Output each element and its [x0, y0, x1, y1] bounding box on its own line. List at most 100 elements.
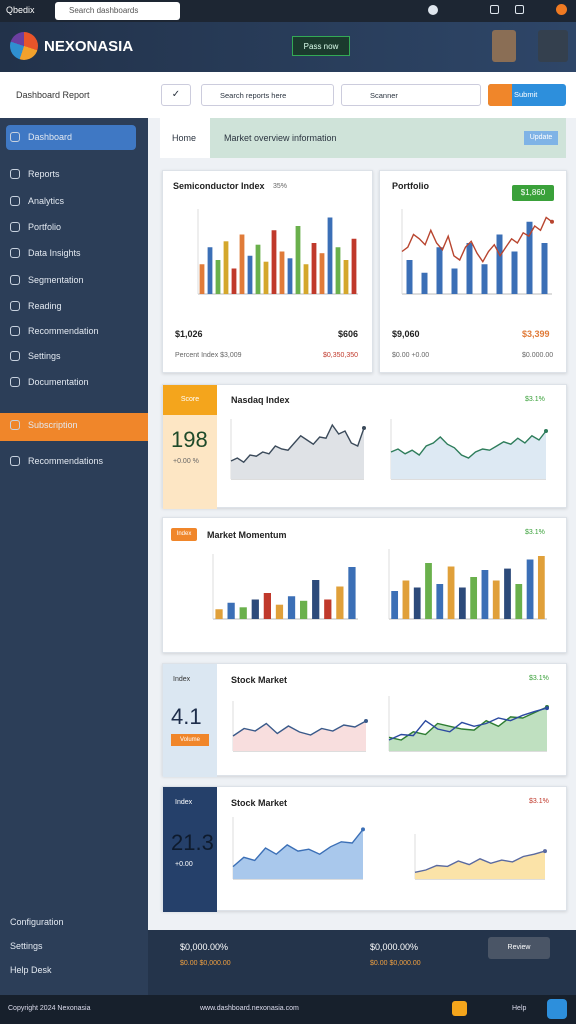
bar [319, 253, 325, 294]
menu-item[interactable]: Segmentation [10, 275, 84, 285]
footer-button[interactable]: Review [488, 937, 550, 959]
bar [263, 593, 271, 619]
highlight-item-bg [0, 413, 148, 441]
menu-item[interactable]: Reports [10, 169, 60, 179]
bar [436, 247, 443, 294]
bar [436, 584, 444, 619]
chart [212, 554, 358, 620]
chart [390, 419, 548, 480]
line [230, 423, 365, 464]
end-point [361, 827, 365, 832]
card: Index 21.3 +0.00 Stock Market $3.1% [162, 786, 567, 912]
card: Index 4.1 Volume Stock Market $3.1% [162, 663, 567, 777]
menu-label: Settings [28, 351, 61, 361]
menu-item[interactable]: Configuration [10, 917, 64, 927]
avatar [538, 30, 568, 62]
big-number: 21.3 [171, 830, 214, 855]
line [401, 216, 553, 264]
header-button[interactable]: Pass now [292, 36, 350, 56]
card: Portfolio $1,860 $9,060 $3,399 $0.00 +0.… [379, 170, 567, 373]
side-panel [163, 787, 217, 912]
chart [388, 696, 549, 752]
menu-item[interactable]: Reading [10, 301, 62, 311]
footer-stat: $0,000.00% [180, 942, 229, 952]
menu-icon [10, 275, 20, 285]
bar [271, 230, 277, 294]
menu-item[interactable]: Documentation [10, 377, 89, 387]
menu-item[interactable]: Data Insights [10, 248, 81, 258]
tab[interactable]: Home [160, 118, 210, 158]
search-box[interactable]: Search dashboards [55, 2, 180, 20]
footer-stat: $0,000.00% [370, 942, 419, 952]
chart [197, 209, 358, 295]
badge: 35% [273, 183, 288, 190]
bar [447, 566, 455, 619]
chart [414, 834, 547, 880]
icon[interactable] [515, 5, 524, 14]
bar [515, 584, 523, 619]
menu-label: Segmentation [28, 275, 84, 285]
menu-item[interactable]: Help Desk [10, 965, 52, 975]
big-number: 4.1 [171, 704, 202, 729]
bar [335, 247, 341, 294]
brand: Qbedix [6, 5, 35, 15]
area [231, 425, 364, 479]
end-point [550, 219, 554, 224]
card-title: Nasdaq Index [231, 395, 290, 405]
account[interactable]: Dashboard Report [0, 72, 148, 118]
panel-sub: +0.00 [175, 861, 193, 868]
menu-item[interactable]: Portfolio [10, 222, 61, 232]
panel-label: Index [175, 799, 193, 806]
bar [336, 586, 344, 619]
panel-label: Score [163, 385, 217, 415]
menu-icon [10, 222, 20, 232]
sub-stat: Percent Index $3,009 [175, 352, 242, 359]
bar [511, 251, 518, 294]
card-title: Portfolio [392, 181, 429, 191]
menu-item[interactable]: Settings [10, 351, 61, 361]
end-point [364, 719, 368, 723]
bar [255, 244, 261, 294]
bar [263, 261, 269, 294]
end-point [362, 426, 366, 430]
report-search[interactable]: Search reports here [201, 84, 334, 106]
chart [401, 209, 554, 295]
bar [504, 568, 511, 619]
menu-label: Documentation [28, 377, 89, 387]
bar [300, 600, 308, 619]
toggle[interactable]: ✓ [161, 84, 191, 106]
menu-item[interactable]: Recommendations [10, 456, 103, 466]
menu-icon [10, 377, 20, 387]
help[interactable]: Help [512, 1005, 527, 1012]
tab-button[interactable]: Update [524, 131, 558, 145]
menu-item[interactable]: Subscription [10, 420, 78, 430]
bar [451, 268, 458, 294]
menu-item[interactable]: Recommendation [10, 326, 99, 336]
icon[interactable] [428, 5, 438, 15]
filter[interactable]: Scanner [341, 84, 481, 106]
bar [223, 241, 229, 294]
action-icon[interactable] [488, 84, 512, 106]
menu-item[interactable]: Dashboard [10, 132, 72, 142]
icon[interactable] [556, 4, 567, 15]
menu-icon [10, 169, 20, 179]
menu-icon [10, 420, 20, 430]
menu-label: Subscription [28, 420, 78, 430]
menu-label: Dashboard [28, 132, 73, 142]
sub-stat: $0.00 +0.00 [392, 352, 430, 359]
line [414, 850, 546, 873]
stat: $1,026 [175, 329, 203, 339]
area [389, 707, 547, 751]
menu-item[interactable]: Analytics [10, 196, 64, 206]
top-bar: Qbedix Search dashboards [0, 0, 576, 22]
card-title: Market Momentum [207, 530, 287, 540]
chat-button[interactable] [547, 999, 567, 1019]
pill: Volume [171, 734, 209, 746]
menu-item[interactable]: Settings [10, 941, 43, 951]
card: Index Market Momentum $3.1% [162, 517, 567, 653]
icon[interactable] [452, 1001, 467, 1016]
bar [239, 607, 247, 619]
bar [231, 268, 237, 294]
icon[interactable] [490, 5, 499, 14]
